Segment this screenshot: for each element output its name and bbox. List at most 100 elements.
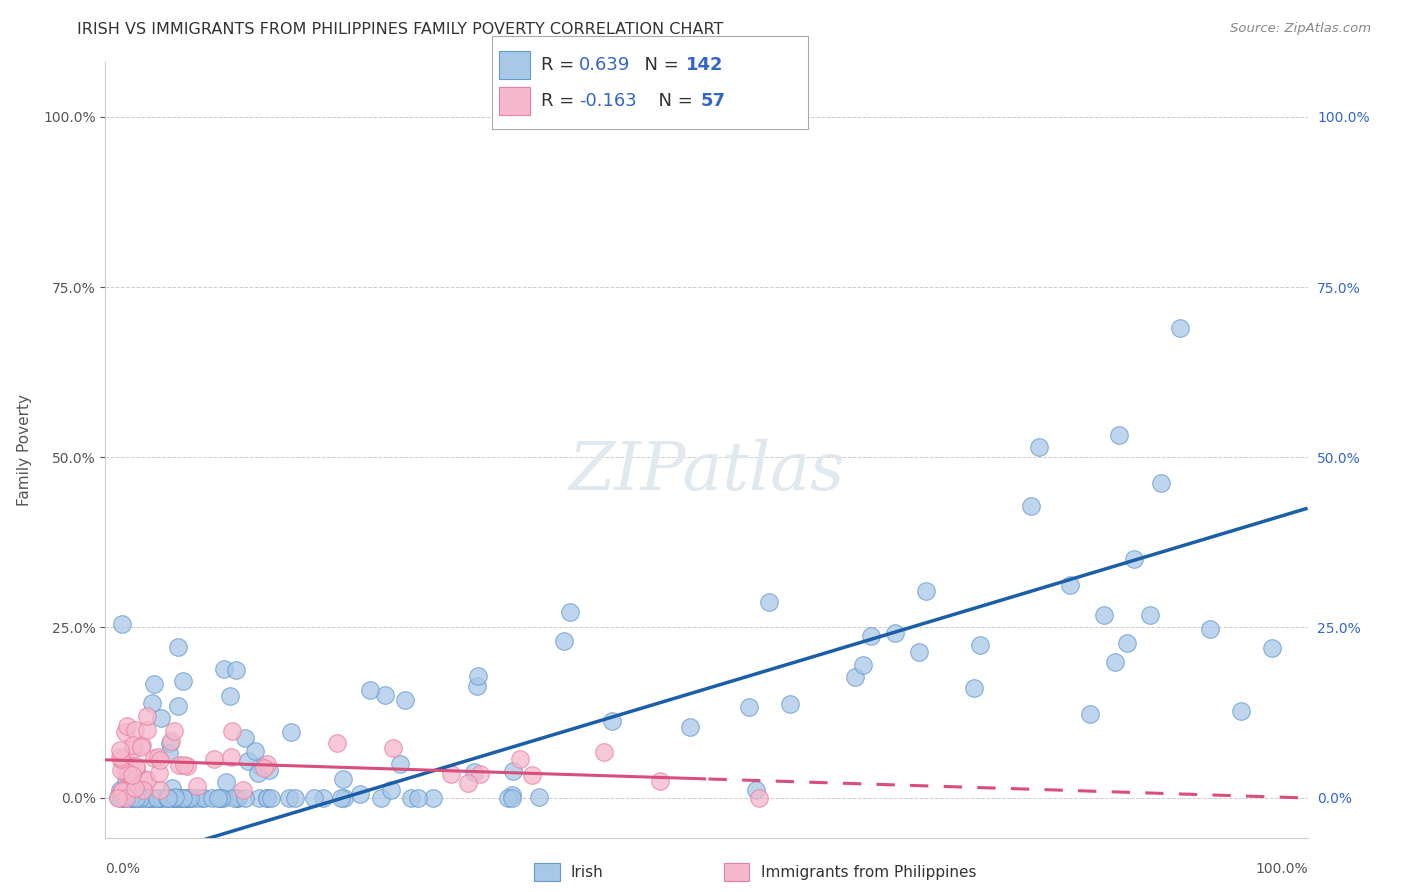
- Text: -0.163: -0.163: [579, 92, 637, 110]
- Point: [465, 679, 488, 693]
- Point: [467, 669, 489, 683]
- Point: [156, 790, 179, 805]
- Point: [108, 743, 131, 757]
- Point: [463, 765, 485, 780]
- Text: ZIPatlas: ZIPatlas: [568, 438, 845, 503]
- Point: [107, 790, 129, 805]
- Point: [333, 790, 356, 805]
- Point: [110, 790, 132, 805]
- Point: [122, 738, 145, 752]
- Y-axis label: Family Poverty: Family Poverty: [17, 394, 32, 507]
- Point: [108, 783, 131, 797]
- Point: [520, 768, 543, 782]
- Text: Immigrants from Philippines: Immigrants from Philippines: [761, 865, 976, 880]
- Point: [121, 767, 143, 781]
- Point: [394, 693, 416, 707]
- Point: [120, 790, 142, 805]
- Point: [332, 772, 354, 786]
- Point: [969, 638, 991, 652]
- Point: [406, 790, 429, 805]
- Point: [108, 750, 131, 764]
- Point: [131, 790, 153, 805]
- Point: [138, 790, 160, 805]
- Point: [496, 790, 519, 805]
- Point: [114, 724, 136, 739]
- Point: [748, 790, 770, 805]
- Point: [114, 790, 136, 805]
- Point: [114, 765, 136, 780]
- Point: [592, 745, 614, 759]
- Point: [852, 657, 875, 672]
- Text: R =: R =: [541, 56, 581, 74]
- Point: [143, 677, 166, 691]
- Point: [218, 689, 240, 703]
- Point: [779, 697, 801, 711]
- Point: [256, 790, 278, 805]
- Point: [738, 700, 761, 714]
- Point: [136, 790, 159, 805]
- Point: [502, 764, 524, 779]
- Point: [399, 790, 422, 805]
- Point: [600, 714, 623, 729]
- Point: [302, 790, 325, 805]
- Point: [157, 746, 180, 760]
- Point: [125, 759, 148, 773]
- Point: [236, 754, 259, 768]
- Point: [422, 790, 444, 805]
- Point: [115, 719, 138, 733]
- Point: [207, 790, 229, 805]
- Point: [110, 752, 132, 766]
- Point: [166, 640, 188, 654]
- Point: [169, 790, 191, 805]
- Point: [176, 790, 198, 805]
- Point: [468, 767, 491, 781]
- Point: [325, 736, 347, 750]
- Point: [173, 757, 195, 772]
- Point: [374, 689, 396, 703]
- Point: [1028, 440, 1050, 454]
- Point: [233, 790, 256, 805]
- Text: Source: ZipAtlas.com: Source: ZipAtlas.com: [1230, 22, 1371, 36]
- Point: [112, 782, 135, 797]
- Point: [149, 790, 172, 805]
- Text: 142: 142: [686, 56, 724, 74]
- Point: [222, 790, 245, 805]
- Point: [1092, 608, 1115, 623]
- Text: 0.0%: 0.0%: [105, 863, 141, 876]
- Point: [115, 773, 138, 788]
- Text: N =: N =: [647, 92, 699, 110]
- Point: [167, 790, 190, 805]
- Point: [860, 629, 883, 643]
- Point: [148, 765, 170, 780]
- Point: [110, 752, 132, 766]
- Point: [219, 750, 242, 764]
- Point: [884, 626, 907, 640]
- Point: [125, 790, 148, 805]
- Point: [165, 790, 187, 805]
- Point: [509, 752, 531, 766]
- Text: 0.639: 0.639: [579, 56, 631, 74]
- Point: [501, 790, 523, 805]
- Point: [125, 761, 148, 775]
- Point: [457, 776, 479, 790]
- Point: [156, 790, 179, 805]
- Point: [176, 790, 198, 805]
- Text: 57: 57: [700, 92, 725, 110]
- Point: [181, 790, 204, 805]
- Point: [915, 584, 938, 599]
- Point: [112, 790, 135, 805]
- Point: [160, 781, 183, 796]
- Point: [1199, 623, 1222, 637]
- Point: [176, 790, 198, 805]
- Point: [163, 724, 186, 739]
- Point: [149, 782, 172, 797]
- Text: R =: R =: [541, 92, 581, 110]
- Point: [247, 790, 270, 805]
- Point: [148, 750, 170, 764]
- Point: [1168, 321, 1191, 335]
- Point: [167, 698, 190, 713]
- Point: [166, 790, 188, 805]
- Point: [359, 682, 381, 697]
- Text: N =: N =: [633, 56, 685, 74]
- Point: [256, 790, 278, 805]
